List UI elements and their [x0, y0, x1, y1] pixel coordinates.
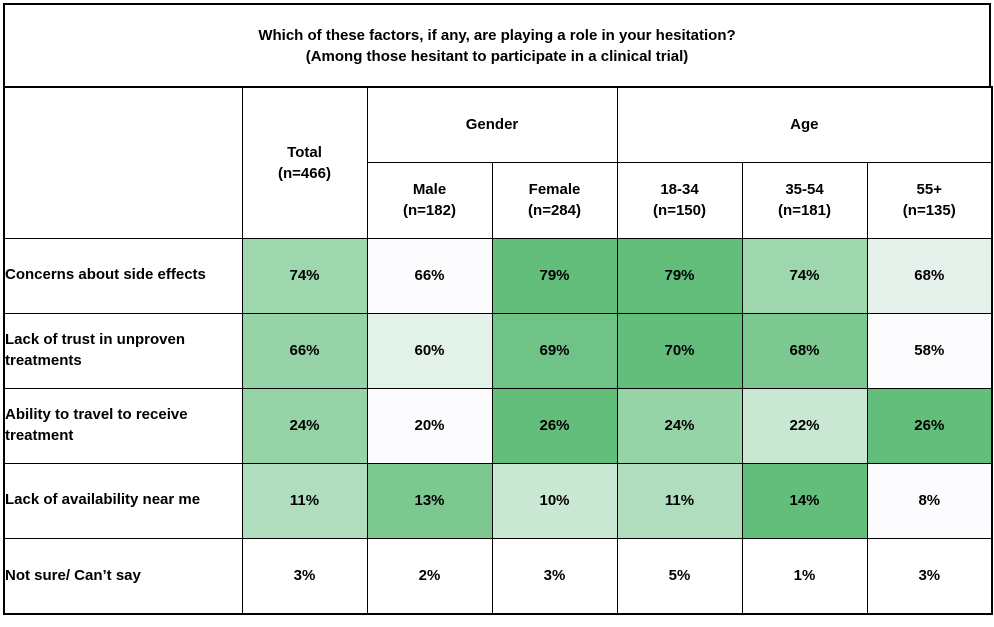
cell-availability-35-54: 14% — [741, 462, 868, 539]
table-subtitle: (Among those hesitant to participate in … — [305, 47, 689, 65]
column-header-total-n: (n=466) — [278, 164, 331, 182]
title-box: Which of these factors, if any, are play… — [3, 3, 991, 86]
column-header-55-plus: 55+ (n=135) — [866, 161, 993, 239]
column-header-18-34-label: 18-34 — [660, 181, 699, 198]
row-label-availability: Lack of availability near me — [3, 462, 243, 539]
cell-side-effects-35-54: 74% — [741, 237, 868, 314]
cell-not-sure-male: 2% — [366, 537, 493, 615]
corner-cell — [3, 86, 243, 239]
column-header-55-plus-n: (n=135) — [902, 202, 956, 219]
column-header-total: Total (n=466) — [241, 86, 368, 239]
cell-not-sure-18-34: 5% — [616, 537, 743, 615]
cell-travel-35-54: 22% — [741, 387, 868, 464]
crosstab-table: Total (n=466) Gender Age Male (n=182) Fe… — [3, 86, 994, 615]
cell-availability-male: 13% — [366, 462, 493, 539]
cell-lack-of-trust-female: 69% — [491, 312, 618, 389]
table-row: Not sure/ Can’t say 3% 2% 3% 5% 1% 3% — [3, 537, 993, 615]
cell-availability-female: 10% — [491, 462, 618, 539]
cell-lack-of-trust-18-34: 70% — [616, 312, 743, 389]
table-title: Which of these factors, if any, are play… — [258, 26, 736, 44]
cell-travel-male: 20% — [366, 387, 493, 464]
cell-side-effects-female: 79% — [491, 237, 618, 314]
group-header-age: Age — [616, 86, 993, 163]
cell-travel-55-plus: 26% — [866, 387, 993, 464]
cell-lack-of-trust-male: 60% — [366, 312, 493, 389]
row-label-lack-of-trust: Lack of trust in unproven treatments — [3, 312, 243, 389]
group-header-gender: Gender — [366, 86, 618, 163]
cell-not-sure-total: 3% — [241, 537, 368, 615]
cell-travel-female: 26% — [491, 387, 618, 464]
column-header-35-54-label: 35-54 — [785, 181, 824, 198]
column-header-18-34: 18-34 (n=150) — [616, 161, 743, 239]
column-header-female-label: Female — [528, 181, 581, 198]
column-header-female-n: (n=284) — [528, 202, 581, 219]
crosstab-sheet: Which of these factors, if any, are play… — [3, 3, 994, 615]
cell-not-sure-55-plus: 3% — [866, 537, 993, 615]
column-header-35-54-n: (n=181) — [778, 202, 831, 219]
column-header-18-34-n: (n=150) — [653, 202, 706, 219]
column-header-female: Female (n=284) — [491, 161, 618, 239]
cell-side-effects-55-plus: 68% — [866, 237, 993, 314]
row-label-travel: Ability to travel to receive treatment — [3, 387, 243, 464]
column-header-male: Male (n=182) — [366, 161, 493, 239]
cell-side-effects-male: 66% — [366, 237, 493, 314]
cell-lack-of-trust-55-plus: 58% — [866, 312, 993, 389]
cell-availability-18-34: 11% — [616, 462, 743, 539]
table-row: Ability to travel to receive treatment 2… — [3, 387, 993, 464]
cell-side-effects-total: 74% — [241, 237, 368, 314]
cell-travel-18-34: 24% — [616, 387, 743, 464]
cell-not-sure-female: 3% — [491, 537, 618, 615]
row-label-not-sure: Not sure/ Can’t say — [3, 537, 243, 615]
column-header-total-label: Total — [287, 143, 322, 161]
row-label-side-effects: Concerns about side effects — [3, 237, 243, 314]
cell-lack-of-trust-35-54: 68% — [741, 312, 868, 389]
table-row: Concerns about side effects 74% 66% 79% … — [3, 237, 993, 314]
cell-lack-of-trust-total: 66% — [241, 312, 368, 389]
cell-availability-total: 11% — [241, 462, 368, 539]
column-header-male-label: Male — [412, 181, 447, 198]
cell-availability-55-plus: 8% — [866, 462, 993, 539]
cell-not-sure-35-54: 1% — [741, 537, 868, 615]
column-header-35-54: 35-54 (n=181) — [741, 161, 868, 239]
table-row: Lack of availability near me 11% 13% 10%… — [3, 462, 993, 539]
cell-travel-total: 24% — [241, 387, 368, 464]
cell-side-effects-18-34: 79% — [616, 237, 743, 314]
table-row: Lack of trust in unproven treatments 66%… — [3, 312, 993, 389]
column-header-male-n: (n=182) — [403, 202, 456, 219]
column-header-55-plus-label: 55+ — [916, 181, 942, 198]
